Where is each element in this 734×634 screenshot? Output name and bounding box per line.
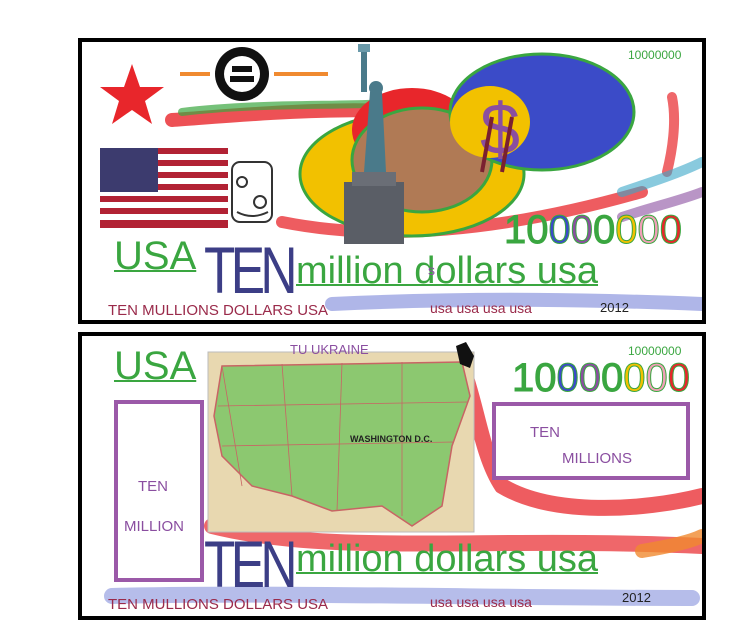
serial-digit: 0 [645, 356, 668, 401]
serial-digit: 0 [659, 208, 682, 253]
serial-number-small: 10000000 [628, 48, 682, 62]
us-flag-icon [100, 148, 228, 228]
serial-digit: 1 [511, 356, 535, 401]
usa-repeat-text: usa usa usa usa [430, 594, 532, 610]
mullions-dollars-text: TEN MULLIONS DOLLARS USA [108, 596, 329, 613]
serial-digit: 1 [503, 208, 527, 253]
front-artwork: $ [100, 44, 702, 311]
ink-blot [456, 342, 474, 368]
map-label: WASHINGTON D.C. [350, 434, 433, 444]
usa-repeat-text: usa usa usa usa [430, 300, 532, 316]
serial-digit: 0 [600, 356, 624, 401]
serial-digit: 0 [570, 208, 593, 253]
serial-number-large: 10000000 [503, 208, 682, 253]
mayan-glyph-icon [231, 161, 273, 223]
million-dollars-text: million dollars usa [296, 538, 599, 580]
serial-digit: 0 [592, 208, 616, 253]
right-box-line1: TEN [530, 424, 560, 441]
back-artwork [104, 342, 702, 606]
banknote-back: TU UKRAINE 10000000 10000000 USA WASHING… [78, 332, 706, 620]
blue-brush-stroke [325, 292, 702, 311]
serial-digit: 0 [548, 208, 571, 253]
serial-digit: 0 [615, 208, 638, 253]
tu-ukraine-text: TU UKRAINE [290, 342, 369, 357]
left-denomination-box: TEN MILLION [114, 400, 204, 582]
red-brush-stroke [454, 358, 702, 516]
serial-digit: 0 [578, 356, 601, 401]
usa-label: USA [114, 344, 197, 388]
serial-digit: 0 [623, 356, 646, 401]
us-map-icon [207, 351, 475, 533]
year-text: 2012 [622, 590, 651, 605]
orange-brush-stroke [635, 529, 702, 558]
left-box-line1: TEN [138, 478, 168, 495]
serial-digit: 0 [667, 356, 690, 401]
red-brush-stroke-2 [204, 518, 702, 554]
ten-title: TEN [204, 527, 298, 601]
right-denomination-box: TEN MILLIONS [492, 402, 690, 480]
blue-brush-stroke [104, 586, 700, 606]
statue-of-liberty-icon [344, 44, 404, 244]
left-box-line2: MILLION [124, 518, 185, 535]
mullions-dollars-text: TEN MULLIONS DOLLARS USA [108, 302, 329, 319]
serial-digit: 0 [637, 208, 660, 253]
red-brush-stroke-3 [662, 92, 680, 177]
serial-number-large: 10000000 [511, 356, 690, 401]
banknote-front: $ [78, 38, 706, 324]
serial-digit: 0 [534, 356, 557, 401]
purple-brush-stroke [617, 187, 702, 222]
serial-number-small: 10000000 [628, 344, 682, 358]
teal-brush-stroke [617, 157, 702, 197]
red-star-icon [100, 64, 164, 124]
usa-label: USA [114, 234, 197, 278]
million-dollars-text: million dollars usa [296, 250, 599, 292]
stray-letter: s [428, 262, 435, 278]
year-text: 2012 [600, 300, 629, 315]
right-box-line2: MILLIONS [562, 450, 633, 467]
ten-title: TEN [204, 233, 298, 307]
serial-digit: 0 [526, 208, 549, 253]
serial-digit: 0 [556, 356, 579, 401]
